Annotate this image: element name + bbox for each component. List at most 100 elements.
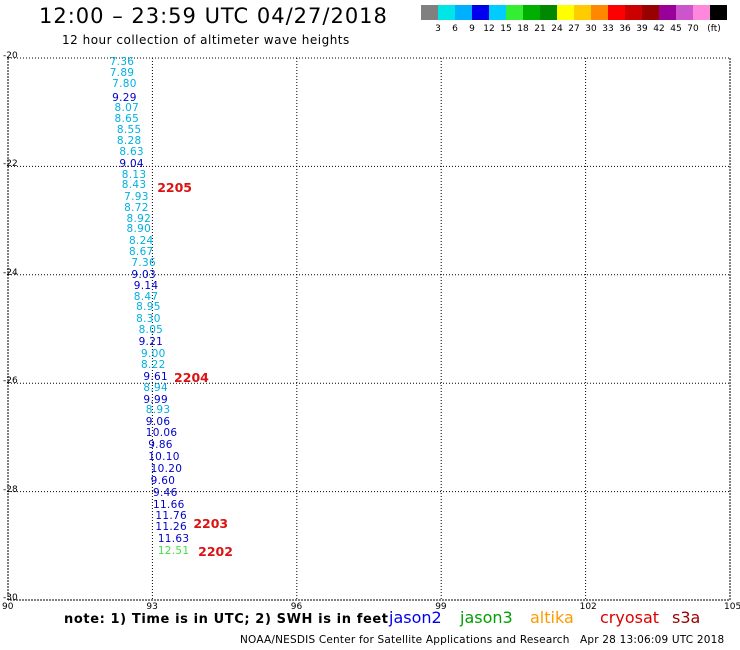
wave-height-point: 7.80 <box>112 78 137 91</box>
satellite-s3a: s3a <box>672 608 701 627</box>
page-subtitle: 12 hour collection of altimeter wave hei… <box>62 33 350 47</box>
footer-note: note: 1) Time is in UTC; 2) SWH is in fe… <box>64 612 389 627</box>
legend-swatch <box>506 5 523 20</box>
wave-height-point: 8.43 <box>121 179 147 192</box>
x-tick-label: 99 <box>435 602 447 612</box>
wave-height-point: 11.66 <box>153 498 185 511</box>
wave-height-point: 8.90 <box>126 223 152 236</box>
credit-text: NOAA/NESDIS Center for Satellite Applica… <box>240 634 570 646</box>
legend-label: 45 <box>670 24 682 34</box>
x-tick-label: 93 <box>146 602 158 612</box>
legend-swatch <box>608 5 625 20</box>
legend-label: 6 <box>452 24 458 34</box>
legend-swatch <box>523 5 540 20</box>
legend-label: 9 <box>469 24 475 34</box>
legend-swatch <box>472 5 489 20</box>
y-tick-label: -22 <box>3 159 18 170</box>
x-tick-label: 96 <box>290 602 303 612</box>
y-tick-label: -24 <box>3 267 18 278</box>
wave-height-point: 9.06 <box>145 416 171 429</box>
legend-label: 70 <box>687 24 699 34</box>
pass-time-label: 2202 <box>198 544 233 560</box>
y-tick-label: -26 <box>3 376 18 387</box>
legend-swatch <box>540 5 557 20</box>
wave-height-point: 8.47 <box>133 290 159 303</box>
y-tick-label: -28 <box>3 484 18 495</box>
wave-height-point: 8.30 <box>136 313 161 326</box>
wave-height-point: 10.20 <box>150 462 183 475</box>
satellite-jason2: jason2 <box>389 608 442 627</box>
x-tick-label: 90 <box>2 602 14 612</box>
legend-swatch <box>591 5 608 20</box>
legend-label: 30 <box>585 24 597 34</box>
legend-label: 24 <box>551 24 563 34</box>
wave-height-point: 8.28 <box>116 135 142 147</box>
wave-height-point: 12.51 <box>157 545 190 558</box>
wave-height-point: 8.95 <box>136 301 161 314</box>
generation-timestamp: Apr 28 13:06:09 UTC 2018 <box>580 634 725 646</box>
wave-height-point: 8.63 <box>119 145 144 158</box>
legend-label: 3 <box>435 24 441 34</box>
legend-swatch <box>574 5 591 20</box>
wave-height-point: 7.36 <box>131 256 156 269</box>
legend-swatch <box>693 5 710 20</box>
legend-label: 21 <box>534 24 546 34</box>
wave-height-point: 7.89 <box>109 67 135 80</box>
wave-height-point: 9.46 <box>153 486 178 499</box>
color-legend: 3 6 9 12 15 18 21 24 27 30 33 36 39 42 45 70 (ft) <box>421 5 729 37</box>
y-tick-label: -20 <box>3 51 18 61</box>
wave-height-point: 8.07 <box>114 102 140 115</box>
wave-height-point: 9.04 <box>119 157 144 170</box>
wave-height-point: 8.94 <box>143 381 168 394</box>
satellite-cryosat: cryosat <box>600 608 660 627</box>
legend-label: 27 <box>568 24 580 34</box>
legend-label: 33 <box>602 24 614 34</box>
legend-swatch <box>642 5 659 20</box>
x-tick-label: 102 <box>579 602 597 612</box>
wave-height-point: 9.60 <box>150 474 176 487</box>
wave-height-point: 9.99 <box>143 393 168 406</box>
wave-height-point: 9.61 <box>143 370 168 383</box>
legend-swatch <box>710 5 727 20</box>
wave-height-point: 11.76 <box>155 509 187 522</box>
legend-label: 15 <box>500 24 512 34</box>
legend-swatch <box>625 5 642 20</box>
wave-height-point: 9.86 <box>148 439 173 452</box>
wave-height-point: 9.29 <box>112 91 137 104</box>
wave-height-point: 8.24 <box>128 235 154 248</box>
legend-label: (ft) <box>707 24 721 34</box>
legend-swatch <box>676 5 693 20</box>
wave-height-point: 9.21 <box>138 336 164 349</box>
pass-time-label: 2205 <box>157 180 192 196</box>
wave-height-point: 10.10 <box>148 450 180 463</box>
legend-swatch <box>659 5 676 20</box>
wave-height-point: 11.26 <box>155 521 187 534</box>
legend-swatch <box>421 5 438 20</box>
page-title: 12:00 – 23:59 UTC 04/27/2018 <box>39 4 388 28</box>
wave-height-point: 11.63 <box>157 533 190 546</box>
wave-height-point: 7.36 <box>109 56 135 69</box>
satellite-jason3: jason3 <box>460 608 513 627</box>
legend-label: 39 <box>636 24 648 34</box>
wave-height-point: 8.13 <box>121 168 147 181</box>
wave-height-point: 8.65 <box>114 113 140 126</box>
legend-label: 36 <box>619 24 631 34</box>
pass-time-label: 2204 <box>174 369 209 385</box>
legend-label: 12 <box>483 24 495 34</box>
legend-swatch <box>438 5 455 20</box>
wave-height-point: 8.72 <box>124 201 149 214</box>
x-tick-label: 105 <box>724 602 740 612</box>
wave-height-point: 9.00 <box>140 348 166 361</box>
legend-swatch <box>557 5 574 20</box>
wave-height-point: 8.93 <box>145 404 171 417</box>
wave-height-point: 9.14 <box>133 279 159 292</box>
y-tick-label: -30 <box>3 593 18 603</box>
legend-swatch <box>455 5 472 20</box>
legend-label: 18 <box>517 24 529 34</box>
wave-height-point: 8.92 <box>126 212 152 225</box>
wave-height-point: 9.03 <box>131 268 156 281</box>
wave-height-point: 7.93 <box>124 190 149 203</box>
pass-time-label: 2203 <box>193 516 229 532</box>
wave-height-point: 10.06 <box>145 427 178 440</box>
